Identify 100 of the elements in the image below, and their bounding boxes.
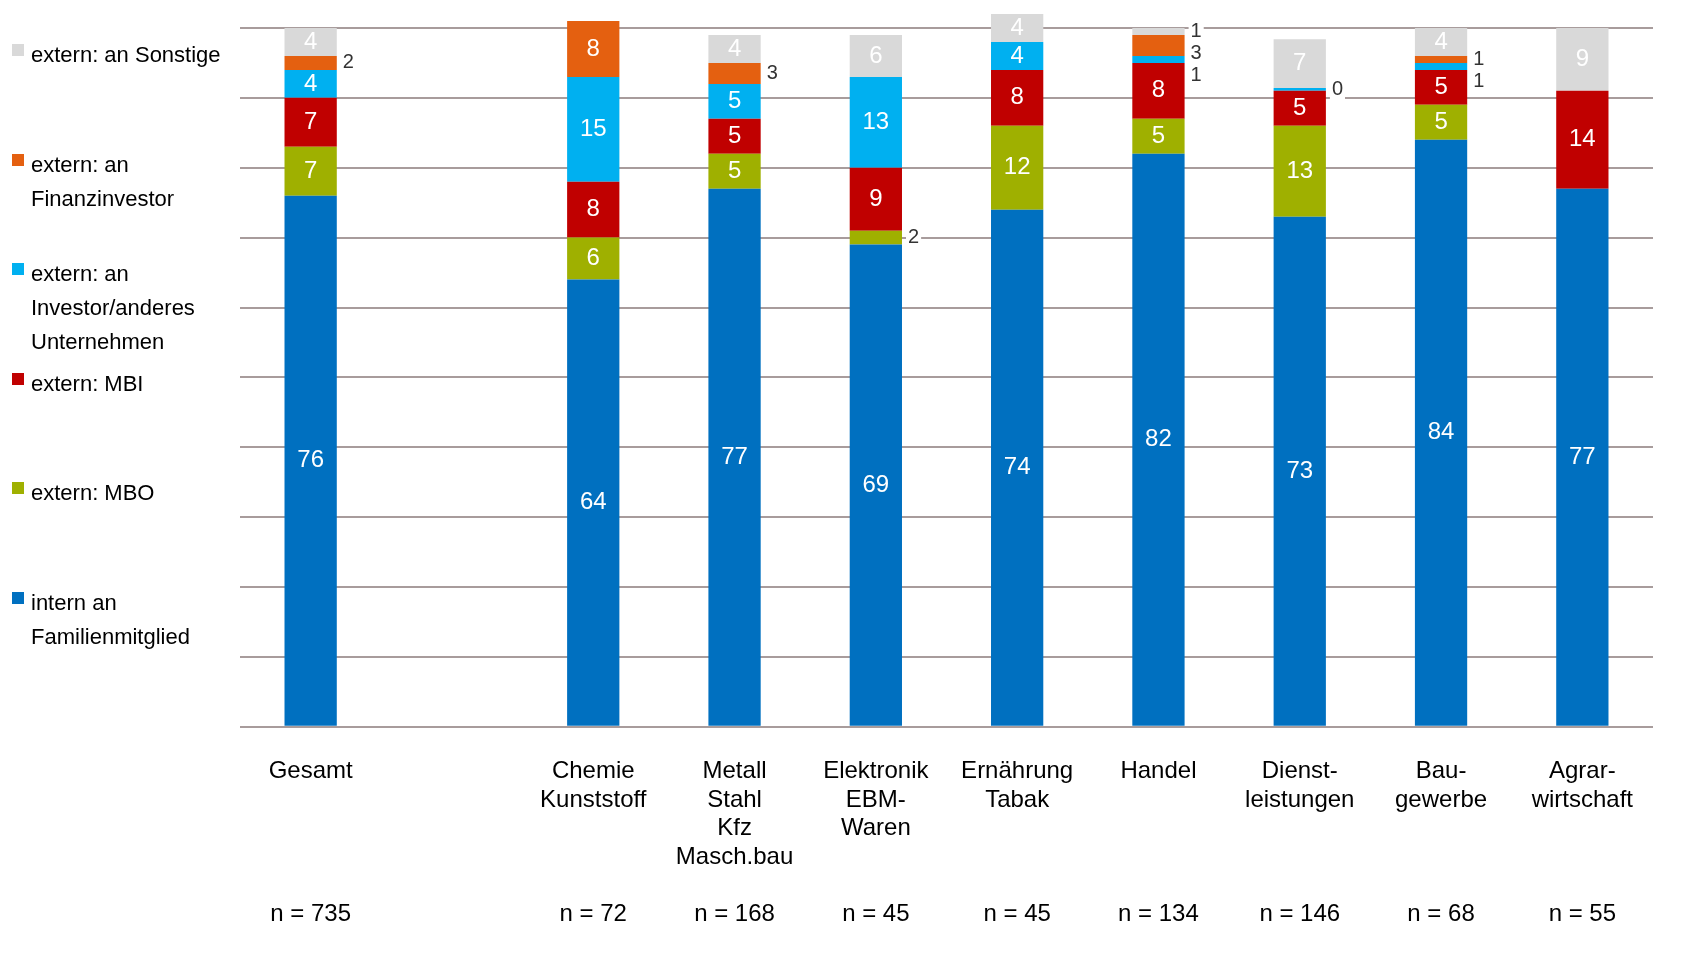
bar — [849, 167, 902, 231]
bar — [567, 181, 620, 238]
x-tick-label: Bau- gewerbe — [1395, 755, 1488, 812]
data-label: 7 — [303, 155, 318, 183]
data-label: 4 — [303, 68, 318, 96]
text: n = 45 — [842, 898, 910, 926]
bar — [991, 69, 1044, 126]
bar — [1556, 90, 1609, 189]
text: n = 735 — [270, 898, 352, 926]
bar — [1132, 34, 1185, 56]
data-label: 8 — [1151, 75, 1166, 103]
bar — [708, 188, 761, 726]
data-label: 73 — [1286, 455, 1314, 483]
data-label: 2 — [907, 225, 920, 248]
legend-label: intern an Familienmitglied — [31, 588, 191, 651]
data-label: 5 — [1293, 92, 1307, 120]
legend-label: extern: MBO — [31, 479, 155, 508]
data-label: 69 — [862, 469, 890, 497]
bar — [1132, 55, 1185, 63]
bar — [567, 279, 620, 726]
bar — [708, 34, 761, 63]
data-label: 6 — [586, 243, 600, 271]
bar — [1132, 27, 1185, 35]
bar — [991, 14, 1044, 42]
text: n = 55 — [1548, 898, 1617, 926]
bar — [991, 41, 1044, 70]
bar — [1414, 69, 1468, 105]
bar — [1132, 153, 1185, 726]
bar — [991, 209, 1044, 726]
text: n = 146 — [1259, 898, 1341, 926]
data-label: 1 — [1473, 46, 1485, 69]
data-label: 3 — [1190, 40, 1202, 63]
bar — [1414, 139, 1468, 726]
bar — [1414, 27, 1468, 56]
bar — [708, 62, 761, 84]
bar — [284, 55, 337, 70]
data-label: 7 — [303, 106, 318, 134]
data-label: 8 — [586, 33, 600, 61]
data-label: 8 — [586, 194, 600, 222]
data-label: 1 — [1190, 62, 1202, 85]
data-label: 77 — [1569, 441, 1596, 469]
data-label: 5 — [727, 85, 742, 113]
bar — [1273, 88, 1326, 91]
text: n = 68 — [1407, 898, 1475, 926]
bar — [1273, 90, 1326, 126]
legend-label: extern: MBI — [31, 369, 144, 398]
bar — [1132, 118, 1185, 154]
data-label: 64 — [579, 487, 607, 515]
data-label: 4 — [1010, 40, 1024, 68]
data-label: 9 — [869, 183, 883, 211]
bar — [284, 69, 337, 98]
data-label: 5 — [727, 155, 742, 183]
x-tick-label: Ernährung Tabak — [961, 755, 1074, 812]
bar — [567, 76, 620, 182]
x-tick-label: Elektronik EBM- Waren — [823, 755, 930, 841]
x-tick-label: Gesamt — [268, 755, 353, 783]
x-tick-label: Handel — [1120, 755, 1197, 783]
legend-label: extern: an Sonstige — [31, 41, 221, 69]
bar — [284, 195, 337, 726]
bar — [1414, 55, 1468, 63]
bar — [567, 20, 620, 77]
data-label: 5 — [727, 120, 742, 148]
data-label: 3 — [766, 60, 778, 83]
data-label: 14 — [1569, 124, 1596, 152]
data-label: 84 — [1427, 417, 1455, 445]
bar — [1414, 62, 1468, 70]
data-label: 13 — [1286, 155, 1314, 183]
data-label: 1 — [1190, 18, 1202, 41]
bar — [1556, 27, 1609, 91]
data-label: 76 — [297, 445, 324, 473]
bar — [1556, 188, 1609, 726]
data-label: 82 — [1145, 424, 1172, 452]
bar — [1414, 104, 1468, 140]
bar — [708, 118, 761, 154]
bar — [1273, 125, 1326, 217]
data-label: 15 — [579, 113, 607, 141]
bar — [849, 34, 902, 77]
bar — [1273, 216, 1326, 726]
text: n = 168 — [694, 898, 775, 926]
bar — [708, 83, 761, 119]
data-label: 5 — [1434, 72, 1448, 99]
bar — [849, 244, 902, 726]
bar — [1273, 39, 1326, 89]
bar — [991, 125, 1044, 210]
data-label: 74 — [1003, 452, 1031, 480]
text: n = 134 — [1118, 898, 1199, 926]
data-label: 77 — [721, 441, 748, 469]
data-label: 12 — [1003, 152, 1031, 180]
bar — [284, 97, 337, 147]
bar — [708, 153, 761, 189]
bar — [1132, 62, 1185, 119]
bar — [284, 27, 337, 56]
data-label: 1 — [1473, 68, 1485, 91]
text: n = 45 — [983, 898, 1051, 926]
x-tick-label: Chemie Kunststoff — [540, 755, 647, 812]
bar — [284, 146, 337, 196]
bar — [567, 237, 620, 280]
text: n = 72 — [559, 898, 627, 926]
x-tick-label: Agrar- wirtschaft — [1530, 755, 1634, 812]
bar — [849, 76, 902, 168]
